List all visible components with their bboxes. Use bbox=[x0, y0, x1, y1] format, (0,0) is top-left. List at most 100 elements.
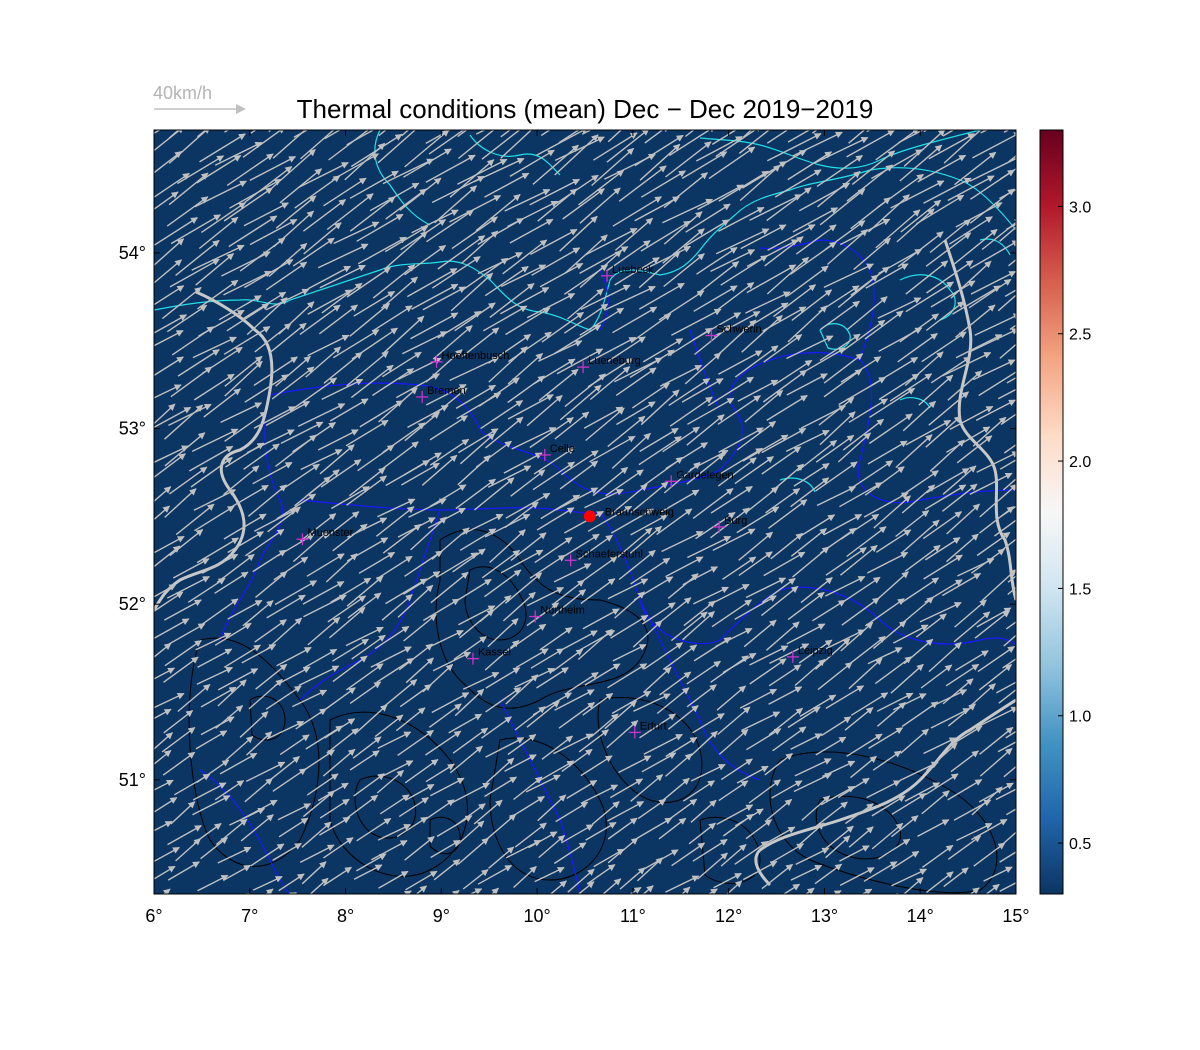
wind-arrow bbox=[541, 735, 574, 760]
wind-arrow bbox=[154, 591, 184, 613]
wind-arrow bbox=[537, 794, 567, 822]
highlight-dot[interactable] bbox=[583, 510, 596, 523]
wind-arrow bbox=[947, 370, 983, 401]
wind-arrow bbox=[610, 614, 649, 639]
wind-arrow bbox=[842, 418, 885, 451]
wind-arrow bbox=[352, 736, 382, 759]
wind-arrow bbox=[717, 706, 751, 736]
wind-arrow bbox=[686, 414, 725, 446]
wind-arrow bbox=[846, 164, 893, 202]
wind-arrow bbox=[577, 628, 613, 661]
city-marker: Celle bbox=[538, 443, 575, 461]
wind-arrow bbox=[553, 733, 594, 755]
wind-arrow bbox=[328, 130, 378, 161]
wind-arrow bbox=[536, 130, 589, 156]
wind-arrow bbox=[681, 377, 724, 403]
wind-arrow bbox=[904, 782, 941, 802]
wind-arrow bbox=[692, 488, 734, 519]
wind-arrow bbox=[451, 782, 491, 804]
wind-arrow bbox=[669, 396, 713, 427]
wind-arrow bbox=[377, 498, 416, 518]
wind-arrow bbox=[865, 263, 909, 289]
wind-arrow bbox=[800, 577, 833, 604]
wind-arrow bbox=[742, 434, 789, 462]
city-label: Bremen bbox=[427, 385, 466, 397]
wind-arrow bbox=[667, 705, 699, 730]
wind-arrow bbox=[552, 589, 587, 617]
wind-arrow bbox=[539, 262, 584, 288]
wind-arrow bbox=[502, 591, 536, 622]
wind-arrow bbox=[457, 130, 495, 160]
wind-arrow bbox=[617, 527, 653, 558]
wind-arrow bbox=[643, 456, 684, 486]
wind-arrow bbox=[449, 159, 495, 198]
wind-arrow bbox=[349, 196, 396, 232]
wind-arrow bbox=[668, 378, 711, 406]
city-label: Kassel bbox=[478, 647, 511, 659]
wind-arrow bbox=[983, 866, 1013, 882]
wind-arrow bbox=[922, 844, 954, 868]
wind-arrow bbox=[943, 130, 987, 164]
wind-arrow bbox=[154, 384, 182, 399]
wind-arrow bbox=[979, 483, 1016, 518]
wind-arrow bbox=[226, 303, 270, 332]
wind-arrow bbox=[901, 519, 940, 554]
wind-arrow bbox=[454, 688, 485, 717]
wind-arrow bbox=[971, 786, 1003, 816]
wind-arrow bbox=[667, 327, 713, 357]
wind-arrow bbox=[458, 428, 499, 454]
wind-arrow bbox=[299, 304, 341, 335]
wind-arrow bbox=[900, 728, 929, 754]
wind-arrow bbox=[710, 249, 756, 273]
wind-arrow bbox=[319, 798, 350, 819]
wind-arrow bbox=[923, 737, 957, 755]
wind-arrow bbox=[275, 355, 311, 387]
wind-arrow bbox=[972, 416, 1007, 447]
wind-arrow bbox=[452, 727, 489, 754]
wind-arrow bbox=[223, 864, 251, 881]
wind-arrow bbox=[302, 199, 347, 232]
wind-arrow bbox=[825, 835, 851, 859]
wind-arrow bbox=[554, 689, 595, 711]
wind-arrow bbox=[252, 461, 293, 485]
wind-arrow bbox=[614, 217, 654, 251]
wind-arrow bbox=[385, 231, 428, 269]
wind-arrow bbox=[765, 826, 796, 845]
wind-arrow bbox=[481, 130, 521, 160]
wind-arrow bbox=[253, 406, 296, 429]
wind-arrow bbox=[200, 836, 228, 860]
wind-arrow bbox=[344, 142, 386, 181]
highlight-marker[interactable]: Braunschweig bbox=[583, 506, 674, 523]
wind-arrow bbox=[154, 545, 181, 568]
wind-arrow bbox=[618, 549, 656, 581]
wind-arrow bbox=[171, 326, 215, 356]
wind-arrow bbox=[953, 228, 998, 266]
wind-arrow bbox=[994, 519, 1016, 537]
wind-arrow bbox=[432, 256, 481, 289]
wind-arrow bbox=[978, 367, 1016, 397]
wind-arrow bbox=[720, 843, 747, 867]
wind-arrow bbox=[333, 221, 380, 245]
wind-arrow bbox=[745, 291, 791, 314]
wind-arrow bbox=[849, 635, 886, 665]
wind-arrow bbox=[817, 170, 861, 208]
wind-arrow bbox=[425, 349, 463, 383]
wind-arrow bbox=[225, 735, 254, 761]
wind-arrow bbox=[708, 146, 756, 180]
wind-arrow bbox=[395, 707, 426, 732]
wind-arrow bbox=[456, 392, 502, 420]
wind-arrow bbox=[825, 685, 865, 709]
wind-arrow bbox=[227, 599, 263, 620]
wind-arrow bbox=[358, 551, 396, 574]
wind-arrow bbox=[917, 819, 950, 838]
wind-arrow bbox=[590, 713, 619, 738]
wind-arrow bbox=[863, 861, 898, 882]
wind-arrow bbox=[253, 508, 298, 532]
wind-arrow bbox=[187, 577, 226, 603]
map-area[interactable]: Luebeck Schwerin Hoeftenbusch Lueneburg Brem… bbox=[136, 90, 1056, 915]
wind-arrow bbox=[866, 130, 872, 133]
wind-arrow bbox=[614, 257, 660, 286]
wind-arrow bbox=[403, 613, 437, 642]
wind-arrow bbox=[396, 816, 428, 838]
wind-arrow bbox=[307, 616, 341, 646]
